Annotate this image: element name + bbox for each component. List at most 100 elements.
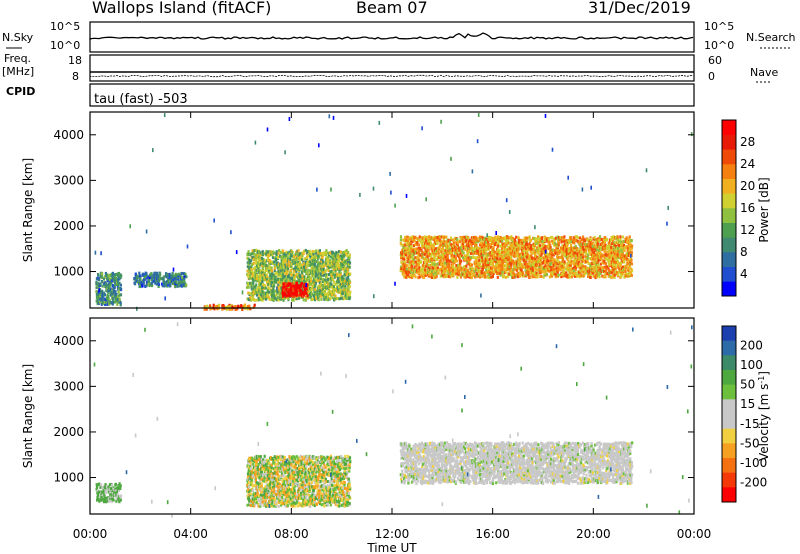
heat-cell [166, 283, 169, 287]
heat-cell [399, 269, 402, 273]
heat-cell [440, 274, 444, 277]
heat-cell [440, 250, 443, 254]
heat-cell [415, 260, 418, 264]
heat-cell [630, 253, 632, 258]
heat-cell [394, 281, 396, 286]
heat-cell [428, 272, 431, 276]
heat-cell [451, 274, 454, 278]
heat-cell [422, 268, 425, 272]
heat-cell [340, 263, 343, 267]
heat-cell [291, 282, 294, 286]
heat-cell [330, 187, 332, 192]
heat-cell [285, 250, 288, 254]
heat-cell [403, 247, 406, 251]
heat-cell [252, 257, 256, 261]
heat-cell [416, 268, 419, 272]
heat-cell [337, 252, 340, 256]
heat-cell [318, 292, 321, 296]
heat-cell [413, 265, 416, 269]
heat-cell [129, 224, 131, 229]
heat-cell [337, 259, 340, 263]
heat-cell [259, 279, 262, 283]
heat-cell [99, 485, 102, 489]
heat-cell [255, 277, 258, 281]
heat-cell [300, 288, 303, 292]
heat-cell [439, 258, 442, 262]
heat-cell [153, 271, 156, 275]
heat-cell [338, 250, 341, 253]
heat-cell [434, 253, 437, 257]
heat-cell [268, 298, 271, 301]
heat-cell [111, 271, 114, 275]
heat-cell [411, 259, 414, 263]
heat-cell [343, 286, 346, 290]
heat-cell [435, 274, 438, 278]
beam-title: Beam 07 [356, 0, 428, 17]
heat-cell [337, 285, 340, 288]
heat-cell [308, 276, 311, 280]
heat-cell [272, 277, 275, 281]
heat-cell [278, 273, 282, 276]
heat-cell [407, 260, 410, 264]
heat-cell [438, 235, 441, 239]
heat-cell [403, 260, 406, 264]
heat-cell [309, 250, 312, 254]
heat-cell [423, 237, 427, 241]
heat-cell [117, 295, 120, 298]
heat-cell [335, 289, 339, 293]
heat-cell [544, 113, 547, 118]
heat-cell [313, 294, 316, 298]
heat-cell [166, 279, 169, 283]
heat-cell [346, 293, 349, 297]
heat-cell [99, 282, 102, 286]
heat-cell [104, 297, 107, 301]
heat-cell [470, 263, 474, 267]
heat-cell [308, 258, 311, 262]
heat-cell [279, 254, 282, 258]
heat-cell [407, 257, 410, 261]
heat-cell [342, 277, 345, 281]
heat-cell [303, 293, 306, 297]
heat-cell [292, 271, 295, 275]
heat-cell [454, 236, 457, 240]
heat-cell [630, 262, 633, 266]
heat-cell [314, 281, 317, 285]
heat-cell [302, 298, 305, 302]
heat-cell [260, 256, 263, 260]
heat-cell [614, 264, 617, 268]
heat-cell [454, 245, 458, 249]
heat-cell [431, 252, 434, 256]
heat-cell [449, 249, 452, 253]
heat-cell [165, 275, 168, 279]
heat-cell [106, 283, 109, 287]
heat-cell [312, 267, 315, 271]
heat-cell [262, 258, 265, 262]
heat-cell [101, 485, 104, 489]
heat-cell [171, 280, 174, 284]
heat-cell [452, 273, 455, 277]
heat-cell [505, 198, 508, 203]
heat-cell [433, 256, 436, 260]
heat-cell [269, 282, 272, 286]
heat-cell [249, 259, 253, 263]
heat-cell [106, 277, 109, 281]
heat-cell [346, 260, 350, 264]
heat-cell [452, 246, 455, 250]
heat-cell [313, 258, 317, 262]
heat-cell [606, 237, 609, 241]
heat-cell [287, 251, 290, 255]
heat-cell [405, 242, 408, 246]
heat-cell [340, 285, 343, 289]
heat-cell [419, 267, 423, 271]
heat-cell [617, 244, 620, 247]
heat-cell [292, 273, 295, 277]
heat-cell [292, 289, 296, 292]
heat-cell [110, 272, 113, 276]
heat-cell [107, 302, 110, 306]
heat-cell [434, 239, 437, 243]
heat-cell [425, 249, 428, 253]
heat-cell [281, 266, 284, 270]
heat-cell [303, 290, 306, 294]
heat-cell [321, 288, 324, 292]
heat-cell [103, 300, 106, 304]
